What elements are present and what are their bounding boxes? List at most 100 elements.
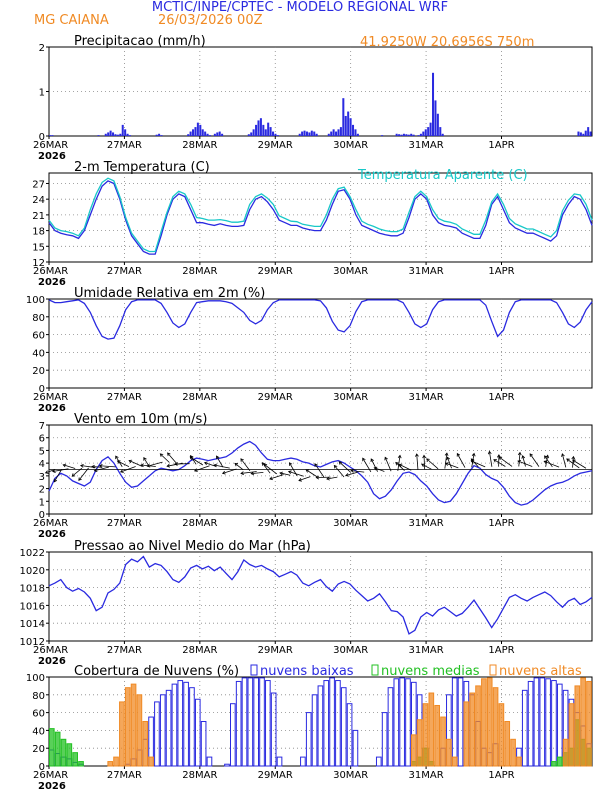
cloud-bar-nuvens-baixas xyxy=(399,677,405,767)
wind-barb-head xyxy=(446,456,450,461)
cloud-bar-nuvens-altas xyxy=(574,685,581,767)
wind-barb xyxy=(214,464,230,469)
wind-barb xyxy=(240,471,257,474)
cloud-bar-nuvens-medias xyxy=(54,731,61,767)
precip-bar xyxy=(114,134,117,136)
y-tick-label: 0 xyxy=(39,132,45,143)
wind-barb xyxy=(338,461,352,473)
precip-bar xyxy=(121,124,124,136)
cloud-bar-nuvens-baixas xyxy=(393,678,400,767)
x-tick-label: 30MAR xyxy=(333,518,368,529)
precip-bar xyxy=(250,132,253,136)
wind-barb-head xyxy=(146,463,151,468)
wind-barb xyxy=(384,457,392,472)
cloud-bar-nuvens-altas xyxy=(107,761,114,767)
wind-barb xyxy=(470,458,479,468)
wind-barb xyxy=(314,463,325,478)
precip-bar xyxy=(255,124,258,136)
x-tick-label: 29MAR xyxy=(258,392,293,403)
precip-bar xyxy=(208,135,212,136)
y-tick-label: 24 xyxy=(32,195,45,206)
precip-bar xyxy=(267,122,270,136)
wind-barb xyxy=(566,458,580,469)
cloud-bar-nuvens-baixas xyxy=(381,712,388,767)
cloud-bar-nuvens-altas xyxy=(113,756,119,767)
plot-frame xyxy=(48,172,593,263)
wind-barb-head xyxy=(115,455,119,460)
cloud-bar-nuvens-baixas xyxy=(329,677,335,767)
wind-barb-head xyxy=(421,463,425,468)
x-tick-label: 1APR xyxy=(488,770,514,781)
wind-barb-head xyxy=(71,473,76,477)
cloud-bar-nuvens-altas xyxy=(422,703,429,767)
wind-barb xyxy=(279,472,291,476)
wind-barb xyxy=(269,474,284,480)
y-tick-label: 20 xyxy=(32,366,45,377)
precip-bar xyxy=(422,131,425,136)
y-tick-label: 20 xyxy=(32,744,45,755)
precip-bar xyxy=(584,130,587,136)
y-tick-label: 21 xyxy=(32,211,45,222)
legend-label: Temperatura Aparente (C) xyxy=(357,168,528,183)
cloud-bar-nuvens-baixas xyxy=(183,681,189,767)
panel-clouds: 0 20 40 60 80 100 26MAR 27MAR 28MAR 29MAR 30MAR 31M… xyxy=(26,664,593,792)
y-tick-label: 40 xyxy=(32,726,45,737)
wind-barb xyxy=(397,455,401,471)
precip-bar xyxy=(206,133,209,136)
precip-bar xyxy=(259,118,262,136)
precip-bar xyxy=(264,129,267,136)
x-tick-label: 28MAR xyxy=(182,518,217,529)
cloud-bar-nuvens-baixas xyxy=(177,680,184,767)
wind-barb xyxy=(544,460,560,468)
cloud-bar-nuvens-altas xyxy=(475,685,481,767)
panel-temp: 12 15 18 21 24 27 26MAR 27MAR 28MAR 29MAR 30MAR 31M… xyxy=(32,160,593,288)
wind-barb xyxy=(298,476,311,481)
precip-bar xyxy=(427,127,430,136)
cloud-bar-nuvens-altas xyxy=(428,692,435,767)
wind-barb-head xyxy=(44,470,49,474)
precip-bar xyxy=(308,132,311,136)
wind-barb-head xyxy=(415,453,419,457)
wind-barb-head xyxy=(52,469,56,473)
y-tick-label: 4 xyxy=(39,459,45,470)
precip-bar xyxy=(109,130,112,136)
precip-bar xyxy=(276,135,279,136)
x-tick-label: 1APR xyxy=(488,392,514,403)
y-tick-label: 1018 xyxy=(20,584,45,595)
x-tick-label: 31MAR xyxy=(409,266,444,277)
wind-barb-head xyxy=(422,454,427,459)
x-tick-label: 26MAR xyxy=(33,266,68,277)
x-tick-label: 29MAR xyxy=(258,266,293,277)
wind-barb-head xyxy=(315,475,320,480)
x-tick-label: 26MAR xyxy=(33,140,68,151)
legend-label: nuvens altas xyxy=(499,664,582,679)
precip-bar xyxy=(332,129,335,136)
y-tick-label: 1014 xyxy=(20,619,45,630)
wind-barb-head xyxy=(498,456,503,460)
legend-swatch xyxy=(371,664,379,676)
y-tick-label: 2 xyxy=(39,43,45,54)
cloud-bar-nuvens-baixas xyxy=(352,729,359,767)
y-tick-label: 60 xyxy=(32,709,45,720)
panel-title: 2-m Temperatura (C) xyxy=(74,160,210,175)
wind-barb-head xyxy=(261,462,266,466)
legend-label: nuvens medias xyxy=(381,664,480,679)
y-tick-label: 60 xyxy=(32,331,45,342)
panel-title: Vento em 10m (m/s) xyxy=(74,412,207,427)
precip-bar xyxy=(126,133,129,136)
cloud-bar-nuvens-baixas xyxy=(405,678,411,767)
wind-barb-head xyxy=(263,463,268,468)
precip-bar xyxy=(112,132,115,136)
run-label: 26/03/2026 00Z xyxy=(158,13,263,28)
x-tick-label: 28MAR xyxy=(182,770,217,781)
cloud-bar-nuvens-medias xyxy=(72,752,78,767)
wind-barb xyxy=(288,471,304,477)
wind-barb-head xyxy=(496,454,501,458)
panel-title: Umidade Relativa em 2m (%) xyxy=(74,286,265,301)
cloud-bar-nuvens-baixas xyxy=(527,680,534,767)
cloud-bar-nuvens-baixas xyxy=(276,756,283,767)
wind-barb-head xyxy=(53,478,58,483)
wind-barb-head xyxy=(167,452,171,457)
x-tick-label: 26MAR xyxy=(33,645,68,656)
y-tick-label: 1016 xyxy=(20,601,45,612)
